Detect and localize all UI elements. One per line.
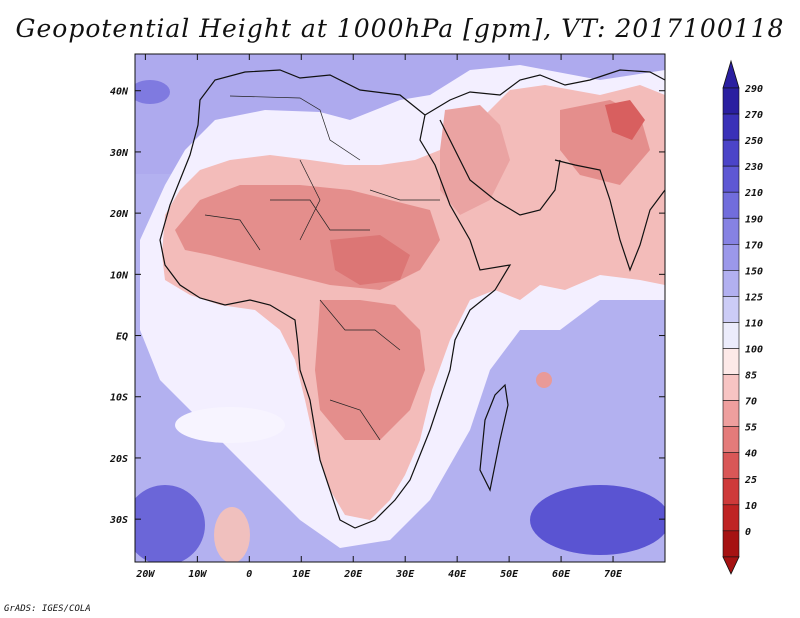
colorbar-segment xyxy=(722,374,740,401)
colorbar-label: 150 xyxy=(745,266,763,277)
colorbar-segment xyxy=(722,426,740,453)
colorbar-label: 250 xyxy=(744,136,763,147)
colorbar-segment xyxy=(722,217,740,245)
country-borders xyxy=(204,95,440,441)
colorbar-label: 0 xyxy=(745,527,751,538)
colorbar-label: 85 xyxy=(745,371,757,382)
x-tick-label: 20W xyxy=(135,569,155,580)
x-tick-label: 30E xyxy=(395,569,415,580)
x-tick-label: 10E xyxy=(292,569,311,580)
colorbar-arrow-top xyxy=(722,59,740,89)
colorbar-segment xyxy=(722,270,740,297)
x-tick-label: 0 xyxy=(246,569,252,580)
grads-credit: GrADS: IGES/COLA xyxy=(4,604,91,614)
chart-title: Geopotential Height at 1000hPa [gpm], VT… xyxy=(15,14,785,43)
colorbar-segment xyxy=(722,244,740,271)
colorbar-label: 40 xyxy=(745,449,757,460)
colorbar-label: 230 xyxy=(744,162,763,173)
map-frame xyxy=(134,53,666,563)
colorbar-segment xyxy=(722,322,740,349)
arabia-core xyxy=(440,105,510,215)
colorbar-segment xyxy=(722,191,740,219)
y-tick-label: 30N xyxy=(109,148,129,159)
south-atlantic-high xyxy=(135,485,205,562)
colorbar-segment xyxy=(722,478,740,506)
colorbar-segment xyxy=(722,87,740,115)
colorbar-label: 210 xyxy=(744,188,763,199)
colorbar-label: 125 xyxy=(745,292,763,303)
africa-coastline xyxy=(159,69,512,529)
y-tick-label: 10S xyxy=(110,393,128,404)
y-axis: 40N 30N 20N 10N EQ 10S 20S 30S xyxy=(109,87,665,526)
colorbar-segment xyxy=(722,400,740,427)
colorbar-label: 55 xyxy=(745,423,757,434)
colorbar-label: 290 xyxy=(744,84,763,95)
x-tick-label: 60E xyxy=(552,569,571,580)
inner-core xyxy=(330,235,410,285)
south-atlantic-band xyxy=(175,407,285,443)
atlantic-pink-cell xyxy=(214,507,250,562)
x-tick-label: 70E xyxy=(604,569,623,580)
x-axis: 20W 10W 0 10E 20E 30E 40E 50E 60E 70E xyxy=(135,54,623,580)
colorbar-label: 190 xyxy=(745,214,763,225)
colorbar-label: 110 xyxy=(745,318,763,329)
colorbar: 2902702502302101901701501251101008570554… xyxy=(722,59,763,575)
y-tick-label: 10N xyxy=(110,270,129,281)
y-tick-label: 30S xyxy=(109,515,128,526)
central-africa-core xyxy=(315,300,425,440)
colorbar-label: 25 xyxy=(744,475,757,486)
colorbar-arrow-bottom xyxy=(722,556,740,575)
y-tick-label: 40N xyxy=(110,87,129,98)
colorbar-segment xyxy=(722,296,740,323)
colorbar-segment xyxy=(722,504,740,532)
y-tick-label: 20N xyxy=(109,209,129,220)
south-indian-high xyxy=(530,485,665,555)
colorbar-segment xyxy=(722,530,740,558)
colorbar-segment xyxy=(722,139,740,167)
colorbar-label: 70 xyxy=(745,397,757,408)
map-field xyxy=(135,54,665,562)
azores-high xyxy=(135,80,170,104)
india-hotspot xyxy=(605,100,645,140)
madagascar-outline xyxy=(479,383,509,492)
colorbar-segment xyxy=(722,348,740,375)
colorbar-segment xyxy=(722,113,740,141)
colorbar-label: 170 xyxy=(745,240,763,251)
colorbar-label: 10 xyxy=(745,501,757,512)
mauritius-cell xyxy=(536,372,552,388)
colorbar-label: 270 xyxy=(744,110,763,121)
x-tick-label: 50E xyxy=(500,569,519,580)
colorbar-label: 100 xyxy=(745,345,763,356)
asia-coastline xyxy=(424,69,665,272)
x-tick-label: 40E xyxy=(448,569,467,580)
colorbar-segment xyxy=(722,165,740,193)
colorbar-segment xyxy=(722,452,740,480)
x-tick-label: 20E xyxy=(343,569,363,580)
x-tick-label: 10W xyxy=(188,569,207,580)
y-tick-label: 20S xyxy=(109,454,128,465)
y-tick-label: EQ xyxy=(116,332,128,343)
